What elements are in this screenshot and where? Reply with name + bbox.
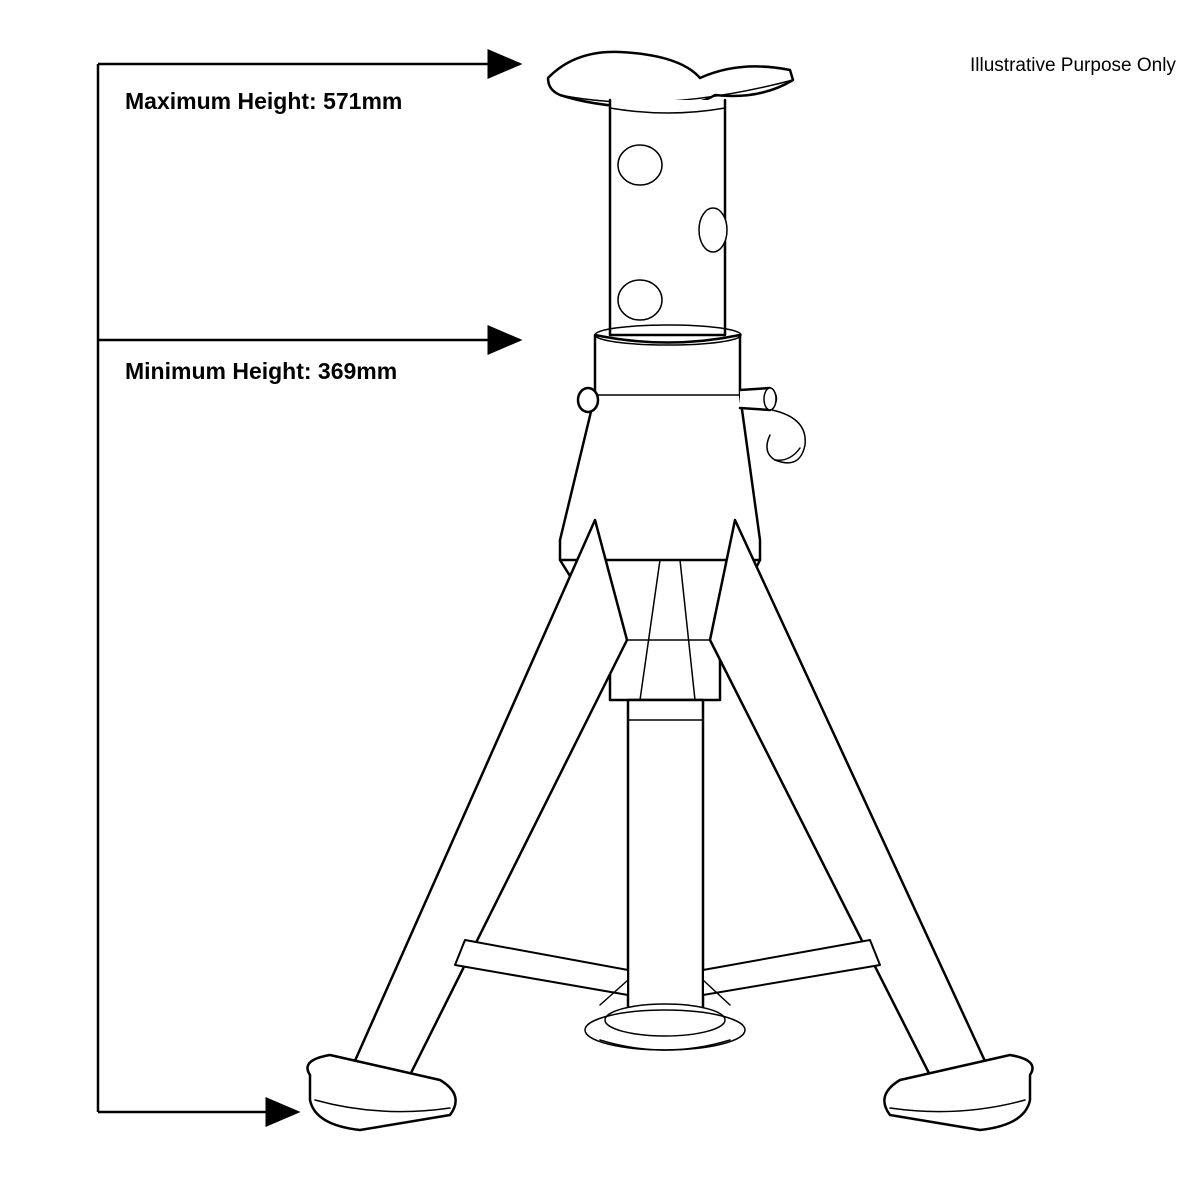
illustrative-note: Illustrative Purpose Only [970, 55, 1176, 77]
jack-stand-drawing [0, 0, 1200, 1200]
min-height-label: Minimum Height: 369mm [125, 358, 397, 385]
max-height-label: Maximum Height: 571mm [125, 88, 402, 115]
diagram-container: Illustrative Purpose Only Maximum Height… [0, 0, 1200, 1200]
